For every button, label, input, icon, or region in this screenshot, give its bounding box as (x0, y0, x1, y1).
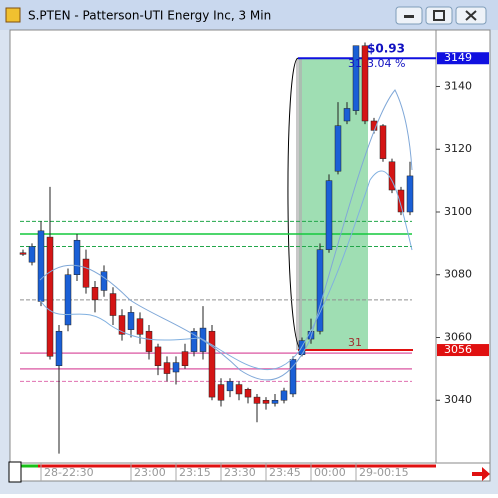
y-tick-label: 3100 (444, 205, 472, 218)
scroll-box[interactable] (8, 461, 22, 483)
y-tick-label: 3080 (444, 268, 472, 281)
candle-body (280, 390, 288, 401)
y-tick-label: 3060 (444, 330, 472, 343)
candle-body (406, 175, 414, 213)
candle-body (163, 362, 171, 374)
candle-body (262, 399, 270, 404)
candle-body (208, 330, 216, 398)
x-tick-label: 23:15 (179, 466, 211, 479)
scroll-arrow[interactable] (472, 467, 490, 481)
candle-body (271, 399, 279, 404)
trade-gain-pct: 3.04 % (367, 57, 405, 70)
moving-average (39, 89, 413, 381)
candle-body (82, 258, 90, 288)
candle-body (316, 249, 324, 332)
entry-count: 31 (348, 336, 362, 349)
price-marker (437, 344, 489, 357)
candle-body (334, 125, 342, 172)
plot-layer: 3040 3060 3080 3100 3120 3140 28-22:30 23:00 23:… (19, 42, 489, 481)
candle-body (118, 315, 126, 335)
candle-body (379, 125, 387, 159)
candle-body (145, 330, 153, 352)
window-title: S.PTEN - Patterson-UTI Energy Inc, 3 Min (28, 9, 271, 23)
candle-body (109, 293, 117, 316)
candle-body (127, 312, 135, 330)
exit-count: 31 (348, 57, 362, 70)
candle-body (253, 396, 261, 404)
candle-body (352, 45, 360, 111)
candle-body (136, 318, 144, 335)
price-marker-label: 3056 (444, 343, 472, 356)
candle-body (361, 45, 369, 122)
x-tick-label: 29-00:15 (359, 466, 409, 479)
x-tick-label: 23:45 (269, 466, 301, 479)
candle-body (28, 246, 36, 263)
y-tick-label: 3040 (444, 393, 472, 406)
candle-body (46, 236, 54, 357)
candle-body (55, 330, 63, 366)
y-tick-label: 3140 (444, 79, 472, 92)
price-axis (435, 29, 491, 464)
price-marker (437, 52, 489, 65)
candle-body (154, 346, 162, 366)
x-tick-label: 28-22:30 (44, 466, 94, 479)
y-tick-label: 3120 (444, 142, 472, 155)
candle-body (217, 384, 225, 401)
close-glyph (465, 10, 477, 21)
candle-body (244, 389, 252, 398)
x-tick-label: 23:00 (134, 466, 166, 479)
candle-body (397, 189, 405, 213)
minimize-glyph (404, 15, 414, 18)
candle-body (100, 271, 108, 291)
price-marker-label: 3149 (444, 51, 472, 64)
candle-body (289, 359, 297, 395)
candle-body (190, 330, 198, 352)
candle-body (37, 230, 45, 302)
moving-average (39, 170, 413, 371)
candle-body (73, 239, 81, 275)
trade-bracket (287, 57, 303, 351)
candle-body (91, 287, 99, 301)
app-icon (5, 7, 21, 23)
candle-body (343, 108, 351, 122)
candle-body (172, 362, 180, 373)
maximize-button[interactable] (425, 6, 453, 25)
candle-body (235, 384, 243, 395)
candle-body (64, 274, 72, 326)
candle-body (226, 381, 234, 392)
candle-body (181, 351, 189, 366)
x-tick-label: 00:00 (314, 466, 346, 479)
candle-body (325, 180, 333, 250)
x-tick-label: 23:30 (224, 466, 256, 479)
maximize-glyph (433, 10, 445, 21)
candle-body (19, 252, 27, 255)
trade-gain: $0.93 (367, 42, 405, 56)
trade-shadow (296, 58, 302, 351)
